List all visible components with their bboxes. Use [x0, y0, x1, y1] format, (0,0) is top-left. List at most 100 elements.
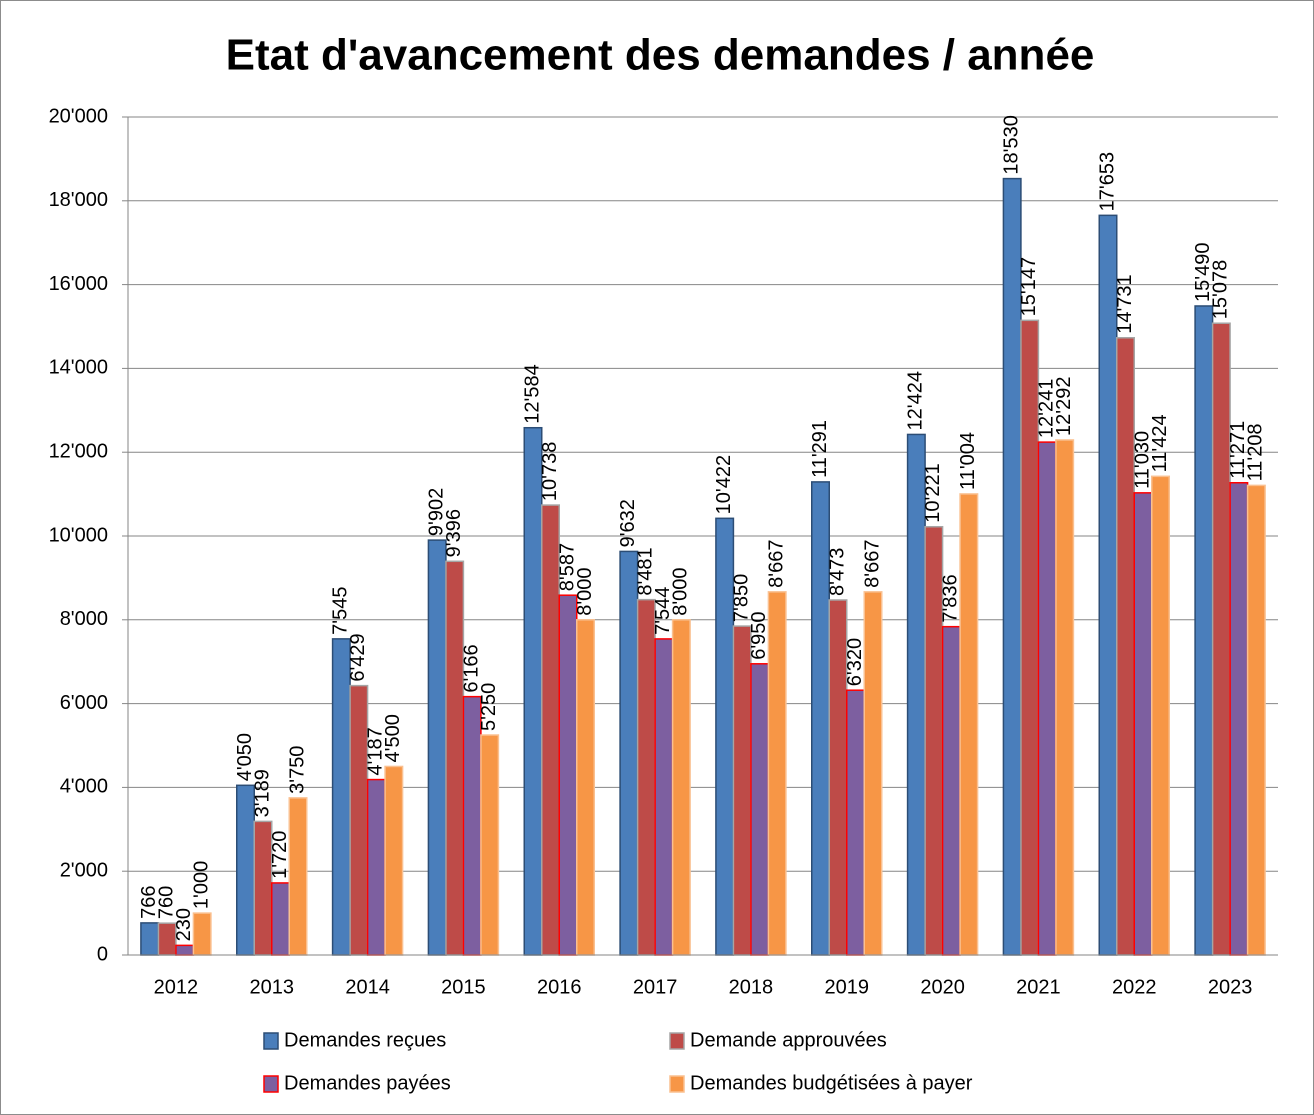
data-label: 230: [173, 908, 195, 941]
legend-label: Demandes reçues: [284, 1029, 446, 1051]
data-label: 6'429: [347, 633, 369, 681]
x-tick-label: 2021: [1016, 976, 1061, 998]
bar: [941, 625, 961, 956]
bar: [427, 539, 447, 956]
bar: [846, 689, 865, 956]
data-label: 8'000: [574, 567, 596, 615]
bar: [175, 944, 195, 956]
x-tick-label: 2019: [825, 976, 870, 998]
data-label: 11'424: [1149, 414, 1171, 472]
bar: [750, 663, 770, 956]
data-label: 11'030: [1131, 431, 1153, 489]
bar: [192, 912, 212, 956]
y-tick-label: 4'000: [60, 776, 108, 798]
bar: [1211, 322, 1231, 956]
x-tick-label: 2022: [1112, 976, 1157, 998]
y-tick-label: 8'000: [60, 608, 108, 630]
data-label: 10'738: [539, 442, 561, 501]
data-label: 6'950: [748, 611, 770, 659]
data-label: 18'530: [1000, 115, 1022, 174]
data-label: 8'667: [861, 540, 883, 588]
data-label: 760: [155, 886, 177, 919]
data-label: 12'424: [905, 371, 927, 430]
bar: [462, 695, 482, 956]
data-label: 1'000: [190, 861, 212, 909]
y-tick-label: 2'000: [60, 859, 108, 881]
bar: [1194, 305, 1214, 956]
bar: [349, 684, 369, 956]
data-label: 8'481: [635, 547, 657, 595]
bar: [1037, 441, 1057, 956]
y-tick-label: 14'000: [49, 357, 108, 379]
data-label: 4'500: [382, 714, 404, 762]
data-label: 12'292: [1053, 377, 1075, 436]
bar: [288, 797, 308, 956]
data-label: 3'189: [251, 769, 273, 817]
data-label: 3'750: [286, 746, 308, 794]
bar: [959, 493, 979, 956]
legend-label: Demandes payées: [284, 1072, 451, 1094]
y-tick-label: 6'000: [60, 692, 108, 714]
legend-swatch: [669, 1075, 685, 1093]
x-tick-label: 2020: [920, 976, 965, 998]
data-label: 6'320: [844, 638, 866, 686]
y-tick-label: 10'000: [49, 524, 108, 546]
data-label: 11'291: [809, 420, 831, 478]
data-label: 8'000: [670, 567, 692, 615]
x-tick-label: 2017: [633, 976, 678, 998]
data-label: 9'632: [617, 499, 639, 547]
y-tick-label: 18'000: [49, 189, 108, 211]
bar: [1116, 337, 1135, 956]
chart-title: Etat d'avancement des demandes / année: [226, 31, 1095, 80]
data-label: 7'850: [730, 574, 752, 622]
legend-swatch: [263, 1075, 279, 1093]
data-label: 9'902: [425, 488, 447, 536]
data-label: 766: [138, 886, 160, 919]
data-label: 8'587: [556, 543, 578, 591]
bar: [366, 778, 386, 956]
data-label: 11'208: [1245, 423, 1267, 481]
y-tick-label: 16'000: [49, 273, 108, 295]
legend-swatch: [263, 1032, 279, 1050]
y-tick-label: 0: [97, 943, 108, 965]
data-label: 12'241: [1035, 379, 1057, 438]
data-label: 11'004: [957, 432, 979, 490]
bar: [863, 591, 883, 956]
bar: [384, 765, 404, 956]
bar: [271, 882, 290, 956]
data-label: 17'653: [1096, 152, 1118, 211]
data-label: 1'720: [269, 831, 291, 879]
data-label: 8'473: [826, 548, 848, 596]
bar: [140, 922, 160, 956]
data-label: 5'250: [478, 683, 500, 731]
data-label: 15'078: [1210, 260, 1232, 319]
y-tick-label: 20'000: [49, 105, 108, 127]
x-tick-label: 2016: [537, 976, 582, 998]
data-label: 15'490: [1192, 243, 1214, 302]
data-label: 7'544: [652, 587, 674, 635]
bar: [636, 598, 656, 956]
bar: [1246, 484, 1266, 956]
bar: [1229, 481, 1249, 956]
y-tick-label: 12'000: [49, 440, 108, 462]
data-label: 9'396: [443, 509, 465, 557]
data-label: 6'166: [460, 644, 482, 692]
data-label: 15'147: [1018, 257, 1040, 316]
legend-swatch: [669, 1032, 685, 1050]
data-label: 11'271: [1227, 421, 1249, 479]
legend-label: Demandes budgétisées à payer: [690, 1072, 973, 1094]
x-tick-label: 2015: [441, 976, 486, 998]
bar: [523, 426, 543, 956]
x-tick-label: 2018: [729, 976, 774, 998]
bar: [1133, 492, 1153, 956]
bar: [732, 625, 752, 956]
bar: [671, 619, 691, 956]
bar: [576, 619, 595, 956]
bar: [445, 560, 465, 956]
bar: [767, 591, 787, 956]
bar: [331, 638, 351, 956]
bar: [558, 594, 578, 956]
x-tick-label: 2013: [250, 976, 295, 998]
bar: [619, 550, 639, 956]
